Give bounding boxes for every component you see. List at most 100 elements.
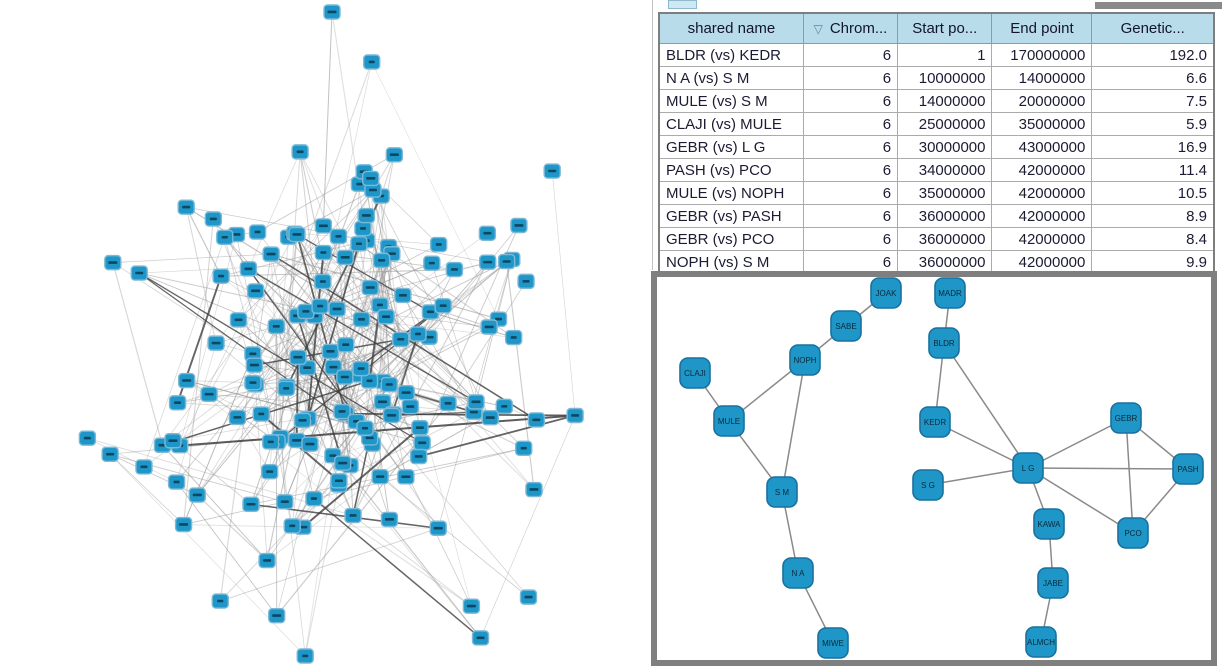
cell-shared-name[interactable]: MULE (vs) NOPH <box>658 181 804 205</box>
overview-node[interactable] <box>283 518 301 534</box>
overview-node[interactable] <box>517 273 535 290</box>
overview-node[interactable] <box>314 244 333 261</box>
overview-node[interactable] <box>566 407 584 424</box>
table-row[interactable]: BLDR (vs) KEDR 6 1 170000000 192.0 <box>658 43 1215 67</box>
overview-node[interactable] <box>480 319 498 335</box>
overview-node[interactable] <box>434 298 452 314</box>
cell-shared-name[interactable]: GEBR (vs) L G <box>658 135 804 159</box>
overview-node[interactable] <box>481 410 499 426</box>
overview-node[interactable] <box>409 326 427 342</box>
overview-node[interactable] <box>296 648 314 664</box>
overview-node[interactable] <box>330 473 348 489</box>
cell-genetic[interactable]: 7.5 <box>1091 89 1215 113</box>
cell-chromosome[interactable]: 6 <box>802 43 899 67</box>
overview-node[interactable] <box>510 217 528 234</box>
overview-node[interactable] <box>244 375 262 391</box>
overview-node[interactable] <box>242 496 260 513</box>
overview-node[interactable] <box>227 226 246 243</box>
overview-node[interactable] <box>371 469 389 485</box>
node-kedr[interactable]: KEDR <box>919 406 951 438</box>
cell-start-point[interactable]: 34000000 <box>897 158 993 182</box>
column-header-start-point[interactable]: Start po... <box>897 12 993 44</box>
overview-node[interactable] <box>478 225 497 242</box>
cell-start-point[interactable]: 36000000 <box>897 250 993 275</box>
cell-shared-name[interactable]: NOPH (vs) S M <box>658 250 804 275</box>
overview-node[interactable] <box>276 494 294 510</box>
column-header-genetic[interactable]: Genetic... <box>1091 12 1215 44</box>
overview-node[interactable] <box>268 607 286 624</box>
cell-shared-name[interactable]: CLAJI (vs) MULE <box>658 112 804 136</box>
overview-node[interactable] <box>229 312 248 328</box>
table-row[interactable]: GEBR (vs) PASH 6 36000000 42000000 8.9 <box>658 204 1215 228</box>
overview-node[interactable] <box>177 372 196 389</box>
node-madr[interactable]: MADR <box>934 277 966 309</box>
overview-node[interactable] <box>188 487 206 503</box>
cell-shared-name[interactable]: GEBR (vs) PASH <box>658 204 804 228</box>
overview-node[interactable] <box>211 593 229 609</box>
overview-node[interactable] <box>397 469 415 485</box>
overview-node[interactable] <box>323 4 341 20</box>
overview-node[interactable] <box>445 261 464 278</box>
overview-node[interactable] <box>350 236 368 252</box>
cell-chromosome[interactable]: 6 <box>802 227 899 251</box>
overview-node[interactable] <box>411 420 429 436</box>
overview-node[interactable] <box>409 448 428 465</box>
node-bldr[interactable]: BLDR <box>928 327 960 359</box>
overview-node[interactable] <box>380 376 398 393</box>
overview-node[interactable] <box>329 228 348 245</box>
overview-node[interactable] <box>467 394 485 410</box>
overview-node[interactable] <box>423 255 441 271</box>
cell-start-point[interactable]: 25000000 <box>897 112 993 136</box>
overview-node[interactable] <box>177 199 195 215</box>
cell-chromosome[interactable]: 6 <box>802 181 899 205</box>
overview-node[interactable] <box>267 318 286 335</box>
cell-end-point[interactable]: 42000000 <box>991 227 1093 251</box>
cell-genetic[interactable]: 11.4 <box>1091 158 1215 182</box>
cell-end-point[interactable]: 42000000 <box>991 158 1093 182</box>
overview-node[interactable] <box>429 520 447 536</box>
overview-node[interactable] <box>314 218 333 234</box>
cell-genetic[interactable]: 8.4 <box>1091 227 1215 251</box>
node-kawa[interactable]: KAWA <box>1033 508 1065 540</box>
overview-node[interactable] <box>380 511 399 528</box>
cell-start-point[interactable]: 35000000 <box>897 181 993 205</box>
overview-node[interactable] <box>333 403 351 420</box>
overview-node[interactable] <box>168 395 187 411</box>
overview-node[interactable] <box>174 516 193 533</box>
overview-node[interactable] <box>260 464 279 480</box>
overview-node[interactable] <box>377 309 395 325</box>
overview-node[interactable] <box>519 589 538 605</box>
cell-genetic[interactable]: 6.6 <box>1091 66 1215 90</box>
overview-node[interactable] <box>289 349 307 365</box>
node-mule[interactable]: MULE <box>713 405 745 437</box>
table-row[interactable]: PASH (vs) PCO 6 34000000 42000000 11.4 <box>658 158 1215 182</box>
cell-genetic[interactable]: 5.9 <box>1091 112 1215 136</box>
subnetwork-edge[interactable] <box>943 342 1029 469</box>
cell-chromosome[interactable]: 6 <box>802 112 899 136</box>
cell-genetic[interactable]: 16.9 <box>1091 135 1215 159</box>
cell-chromosome[interactable]: 6 <box>802 135 899 159</box>
overview-node[interactable] <box>478 254 497 270</box>
overview-node[interactable] <box>357 207 376 224</box>
overview-node[interactable] <box>207 335 225 351</box>
overview-network-canvas[interactable] <box>0 0 651 669</box>
node-s-g[interactable]: S G <box>912 469 944 501</box>
table-row[interactable]: NOPH (vs) S M 6 36000000 42000000 9.9 <box>658 250 1215 275</box>
overview-node[interactable] <box>439 395 457 412</box>
overview-node[interactable] <box>216 229 234 246</box>
cell-shared-name[interactable]: PASH (vs) PCO <box>658 158 804 182</box>
cell-chromosome[interactable]: 6 <box>802 158 899 182</box>
overview-node[interactable] <box>212 268 230 284</box>
cell-end-point[interactable]: 35000000 <box>991 112 1093 136</box>
cell-genetic[interactable]: 9.9 <box>1091 250 1215 275</box>
cell-shared-name[interactable]: BLDR (vs) KEDR <box>658 43 804 67</box>
overview-node[interactable] <box>305 490 323 507</box>
overview-node[interactable] <box>382 407 401 424</box>
subnetwork-edge[interactable] <box>781 359 806 493</box>
node-pco[interactable]: PCO <box>1117 517 1149 549</box>
overview-node[interactable] <box>392 331 410 348</box>
cell-end-point[interactable]: 42000000 <box>991 204 1093 228</box>
cell-end-point[interactable]: 42000000 <box>991 250 1093 275</box>
overview-node[interactable] <box>471 630 490 646</box>
cell-end-point[interactable]: 43000000 <box>991 135 1093 159</box>
